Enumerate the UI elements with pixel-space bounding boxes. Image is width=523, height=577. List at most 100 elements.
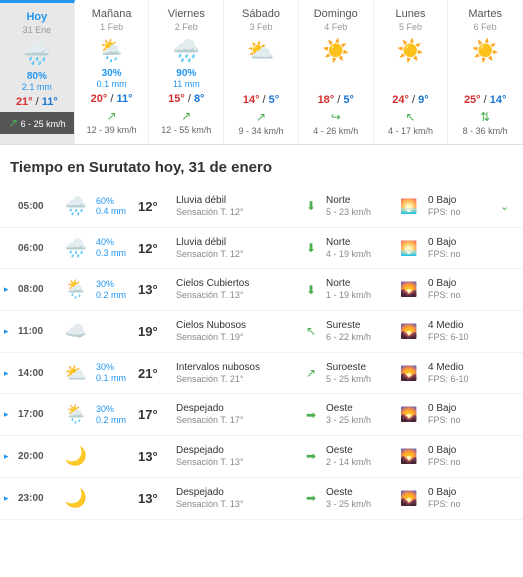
day-date: 5 Feb bbox=[376, 22, 446, 32]
weather-icon: 🌙 bbox=[58, 446, 94, 467]
wind-info: ↗ bbox=[226, 110, 296, 124]
weather-icon: 🌦️ bbox=[77, 38, 147, 64]
hour-time: 14:00 bbox=[18, 368, 56, 379]
day-date: 31 Ene bbox=[2, 25, 72, 35]
feels-like: Sensación T. 12° bbox=[176, 207, 304, 219]
temp-low: 5° bbox=[269, 94, 280, 106]
weather-icon: ⛅ bbox=[58, 363, 94, 384]
day-label: Mañana bbox=[77, 8, 147, 20]
expand-arrow-icon[interactable]: ▸ bbox=[4, 326, 16, 337]
wind-dir-icon: ⬇ bbox=[306, 199, 324, 213]
hour-wind: Suroeste5 - 25 km/h bbox=[326, 361, 398, 386]
hour-temp: 19° bbox=[138, 324, 174, 339]
hour-temp: 21° bbox=[138, 366, 174, 381]
hour-temp: 12° bbox=[138, 199, 174, 214]
wind-dir-icon: ↗ bbox=[181, 109, 191, 123]
wind-info: ↗ bbox=[77, 109, 147, 123]
hour-temp: 17° bbox=[138, 407, 174, 422]
temp-low: 9° bbox=[418, 94, 429, 106]
day-column[interactable]: Hoy 31 Ene 🌧️ 80%2.1 mm 21° / 11° ↗ 6 - … bbox=[0, 0, 75, 144]
wind-speed: 3 - 25 km/h bbox=[326, 499, 398, 511]
day-column[interactable]: Mañana 1 Feb 🌦️ 30%0.1 mm 20° / 11° ↗12 … bbox=[75, 0, 150, 144]
hour-condition: Cielos CubiertosSensación T. 13° bbox=[176, 277, 304, 302]
hour-row[interactable]: ▸ 08:00 🌦️ 30%0.2 mm 13° Cielos Cubierto… bbox=[0, 269, 523, 311]
day-column[interactable]: Martes 6 Feb ☀️ 25° / 14° ⇅8 - 36 km/h bbox=[448, 0, 523, 144]
uv-icon: 🌅 bbox=[400, 240, 426, 257]
feels-like: Sensación T. 21° bbox=[176, 374, 304, 386]
hour-wind: Oeste3 - 25 km/h bbox=[326, 402, 398, 427]
day-temps: 25° / 14° bbox=[450, 94, 520, 106]
expand-arrow-icon[interactable]: ▸ bbox=[4, 451, 16, 462]
weather-icon: 🌧️ bbox=[58, 196, 94, 217]
day-column[interactable]: Domingo 4 Feb ☀️ 18° / 5° ↪4 - 26 km/h bbox=[299, 0, 374, 144]
chevron-down-icon[interactable]: ⌄ bbox=[500, 200, 518, 213]
temp-low: 11° bbox=[116, 93, 132, 105]
day-date: 2 Feb bbox=[151, 22, 221, 32]
hour-row[interactable]: ▸ 14:00 ⛅ 30%0.1 mm 21° Intervalos nubos… bbox=[0, 353, 523, 395]
hour-row[interactable]: 05:00 🌧️ 60%0.4 mm 12° Lluvia débilSensa… bbox=[0, 186, 523, 228]
uv-icon: 🌄 bbox=[400, 448, 426, 465]
weather-icon: ☀️ bbox=[301, 38, 371, 64]
day-column[interactable]: Sábado 3 Feb ⛅ 14° / 5° ↗9 - 34 km/h bbox=[224, 0, 299, 144]
wind-dir-icon: ➡ bbox=[306, 491, 324, 505]
wind-dir-icon: ➡ bbox=[306, 449, 324, 463]
hour-wind: Oeste3 - 25 km/h bbox=[326, 486, 398, 511]
hourly-title: Tiempo en Surutato hoy, 31 de enero bbox=[0, 145, 523, 186]
day-label: Lunes bbox=[376, 8, 446, 20]
hour-row[interactable]: ▸ 20:00 🌙 13° DespejadoSensación T. 13° … bbox=[0, 436, 523, 478]
day-label: Martes bbox=[450, 8, 520, 20]
day-date: 3 Feb bbox=[226, 22, 296, 32]
uv-icon: 🌄 bbox=[400, 406, 426, 423]
wind-speed: 5 - 23 km/h bbox=[326, 207, 398, 219]
weather-icon: ☀️ bbox=[450, 38, 520, 64]
day-temps: 18° / 5° bbox=[301, 94, 371, 106]
expand-arrow-icon[interactable]: ▸ bbox=[4, 493, 16, 504]
wind-speed: 8 - 36 km/h bbox=[450, 126, 520, 136]
wind-dir-icon: ⬇ bbox=[306, 283, 324, 297]
feels-like: Sensación T. 13° bbox=[176, 499, 304, 511]
hour-time: 11:00 bbox=[18, 326, 56, 337]
temp-high: 24° bbox=[392, 94, 409, 106]
hour-uv: 0 BajoFPS: no bbox=[428, 194, 498, 219]
hour-row[interactable]: ▸ 23:00 🌙 13° DespejadoSensación T. 13° … bbox=[0, 478, 523, 520]
hour-temp: 13° bbox=[138, 491, 174, 506]
day-column[interactable]: Viernes 2 Feb 🌧️ 90%11 mm 15° / 8° ↗12 -… bbox=[149, 0, 224, 144]
hour-wind: Oeste2 - 14 km/h bbox=[326, 444, 398, 469]
weather-icon: 🌧️ bbox=[2, 41, 72, 67]
temp-high: 15° bbox=[168, 93, 185, 105]
hour-precip: 40%0.3 mm bbox=[96, 237, 136, 259]
hour-uv: 0 BajoFPS: no bbox=[428, 402, 498, 427]
precip-prob: 30% bbox=[77, 68, 147, 79]
hour-temp: 13° bbox=[138, 449, 174, 464]
hour-row[interactable]: 06:00 🌧️ 40%0.3 mm 12° Lluvia débilSensa… bbox=[0, 228, 523, 270]
hour-row[interactable]: ▸ 17:00 🌦️ 30%0.2 mm 17° DespejadoSensac… bbox=[0, 394, 523, 436]
wind-dir-icon: ➡ bbox=[306, 408, 324, 422]
weekly-forecast: Hoy 31 Ene 🌧️ 80%2.1 mm 21° / 11° ↗ 6 - … bbox=[0, 0, 523, 145]
uv-icon: 🌅 bbox=[400, 198, 426, 215]
expand-arrow-icon[interactable]: ▸ bbox=[4, 409, 16, 420]
wind-speed: 6 - 22 km/h bbox=[326, 332, 398, 344]
wind-info: ↗ bbox=[151, 109, 221, 123]
wind-speed: 4 - 19 km/h bbox=[326, 249, 398, 261]
day-temps: 15° / 8° bbox=[151, 93, 221, 105]
wind-info: ↪ bbox=[301, 110, 371, 124]
hour-time: 17:00 bbox=[18, 409, 56, 420]
day-column[interactable]: Lunes 5 Feb ☀️ 24° / 9° ↖4 - 17 km/h bbox=[374, 0, 449, 144]
hour-wind: Norte1 - 19 km/h bbox=[326, 277, 398, 302]
wind-info: ↖ bbox=[376, 110, 446, 124]
hour-wind: Sureste6 - 22 km/h bbox=[326, 319, 398, 344]
hour-precip: 30%0.1 mm bbox=[96, 362, 136, 384]
expand-arrow-icon[interactable]: ▸ bbox=[4, 284, 16, 295]
weather-icon: 🌦️ bbox=[58, 404, 94, 425]
hour-row[interactable]: ▸ 11:00 ☁️ 19° Cielos NubososSensación T… bbox=[0, 311, 523, 353]
fps-info: FPS: 6-10 bbox=[428, 374, 498, 386]
day-date: 1 Feb bbox=[77, 22, 147, 32]
hour-time: 06:00 bbox=[18, 243, 56, 254]
expand-arrow-icon[interactable]: ▸ bbox=[4, 368, 16, 379]
temp-low: 5° bbox=[343, 94, 354, 106]
wind-dir-icon: ↖ bbox=[306, 324, 324, 338]
wind-speed: 12 - 55 km/h bbox=[151, 125, 221, 135]
temp-low: 8° bbox=[194, 93, 205, 105]
precip-prob: 80% bbox=[2, 71, 72, 82]
day-label: Viernes bbox=[151, 8, 221, 20]
